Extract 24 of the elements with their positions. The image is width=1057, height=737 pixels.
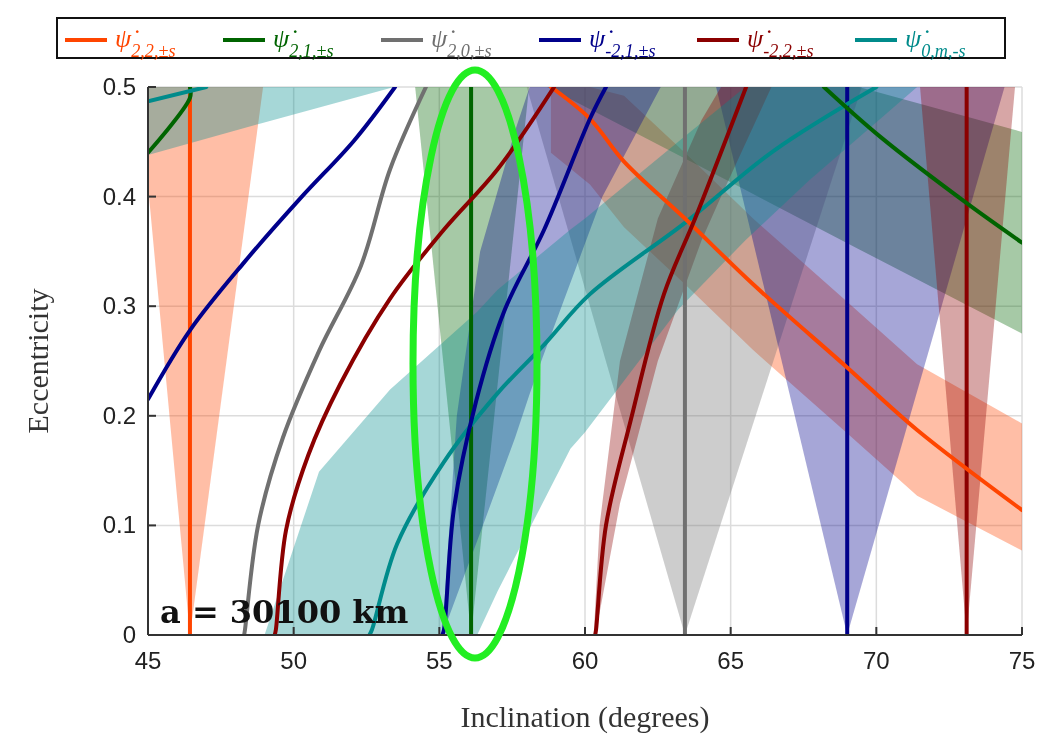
legend-label: ψ̇$_{0,m,-s}$: [905, 24, 966, 61]
legend-label: ψ̇$_{2,0,±s}$: [431, 24, 492, 61]
y-tick-label: 0: [122, 621, 136, 648]
x-tick-label: 65: [717, 647, 745, 674]
y-tick-label: 0.5: [102, 73, 136, 100]
line-series: [821, 87, 1022, 245]
x-tick-label: 75: [1008, 647, 1036, 674]
y-tick-label: 0.3: [102, 292, 136, 320]
x-tick-label: 55: [425, 647, 453, 674]
x-tick-label: 70: [862, 647, 890, 674]
line-series: [148, 87, 398, 402]
line-series: [440, 87, 608, 635]
x-tick-label: 50: [280, 647, 308, 674]
y-tick-label: 0.4: [102, 182, 136, 210]
y-axis-title: Eccentricity: [21, 288, 54, 434]
legend-label: ψ̇$_{2,1,±s}$: [273, 24, 334, 61]
legend-label: ψ̇$_{-2,2,±s}$: [747, 24, 814, 61]
legend-label: ψ̇$_{2,2,±s}$: [115, 24, 176, 61]
y-tick-label: 0.1: [102, 511, 136, 539]
legend-label: ψ̇$_{-2,1,±s}$: [589, 24, 656, 61]
x-axis-title: Inclination (degrees): [460, 700, 710, 734]
y-tick-label: 0.2: [102, 401, 136, 429]
x-tick-label: 45: [134, 647, 162, 674]
x-tick-label: 60: [571, 647, 599, 674]
